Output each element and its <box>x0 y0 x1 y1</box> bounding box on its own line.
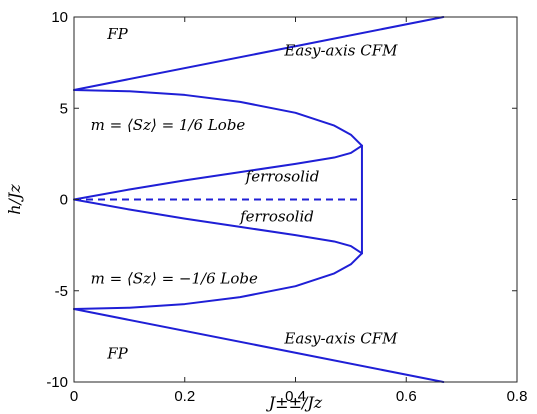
x-tick-label: 0.2 <box>174 388 195 405</box>
region-label: FP <box>106 25 128 43</box>
y-tick-label: 10 <box>51 9 68 26</box>
series-line-5 <box>73 198 363 255</box>
y-tick-label: 5 <box>60 100 68 117</box>
y-tick-label: -10 <box>46 374 68 391</box>
region-label: ferrosolid <box>239 207 314 225</box>
x-tick-label: 0.6 <box>396 388 417 405</box>
series-line-2 <box>73 89 363 147</box>
x-axis-title: J±±/Jz <box>266 393 323 412</box>
series-line-1 <box>73 16 445 91</box>
axis-titles: J±±/Jz h/Jz <box>5 184 323 412</box>
y-tick-label: 0 <box>60 192 68 209</box>
series-line-8 <box>73 308 445 383</box>
region-label: m = ⟨Sz⟩ = −1/6 Lobe <box>91 269 258 287</box>
plot-lines <box>73 16 445 383</box>
y-axis-title: h/Jz <box>5 184 24 215</box>
region-label: Easy-axis CFM <box>283 330 398 348</box>
y-tick-label: -5 <box>55 283 68 300</box>
x-tick-label: 0 <box>70 388 78 405</box>
series-line-6 <box>73 252 363 310</box>
x-tick-label: 0.8 <box>507 388 528 405</box>
region-label: Easy-axis CFM <box>283 41 398 59</box>
region-label: ferrosolid <box>245 167 320 185</box>
series-line-3 <box>73 144 363 201</box>
axis-ticks: 0 0.2 0.4 0.6 0.8 10 5 0 -5 -10 <box>46 9 527 405</box>
region-label: m = ⟨Sz⟩ = 1/6 Lobe <box>91 116 246 134</box>
region-label: FP <box>106 344 128 362</box>
x-tick-label: 0.4 <box>285 388 306 405</box>
region-annotations: FP Easy-axis CFM m = ⟨Sz⟩ = 1/6 Lobe ferros… <box>91 25 398 362</box>
